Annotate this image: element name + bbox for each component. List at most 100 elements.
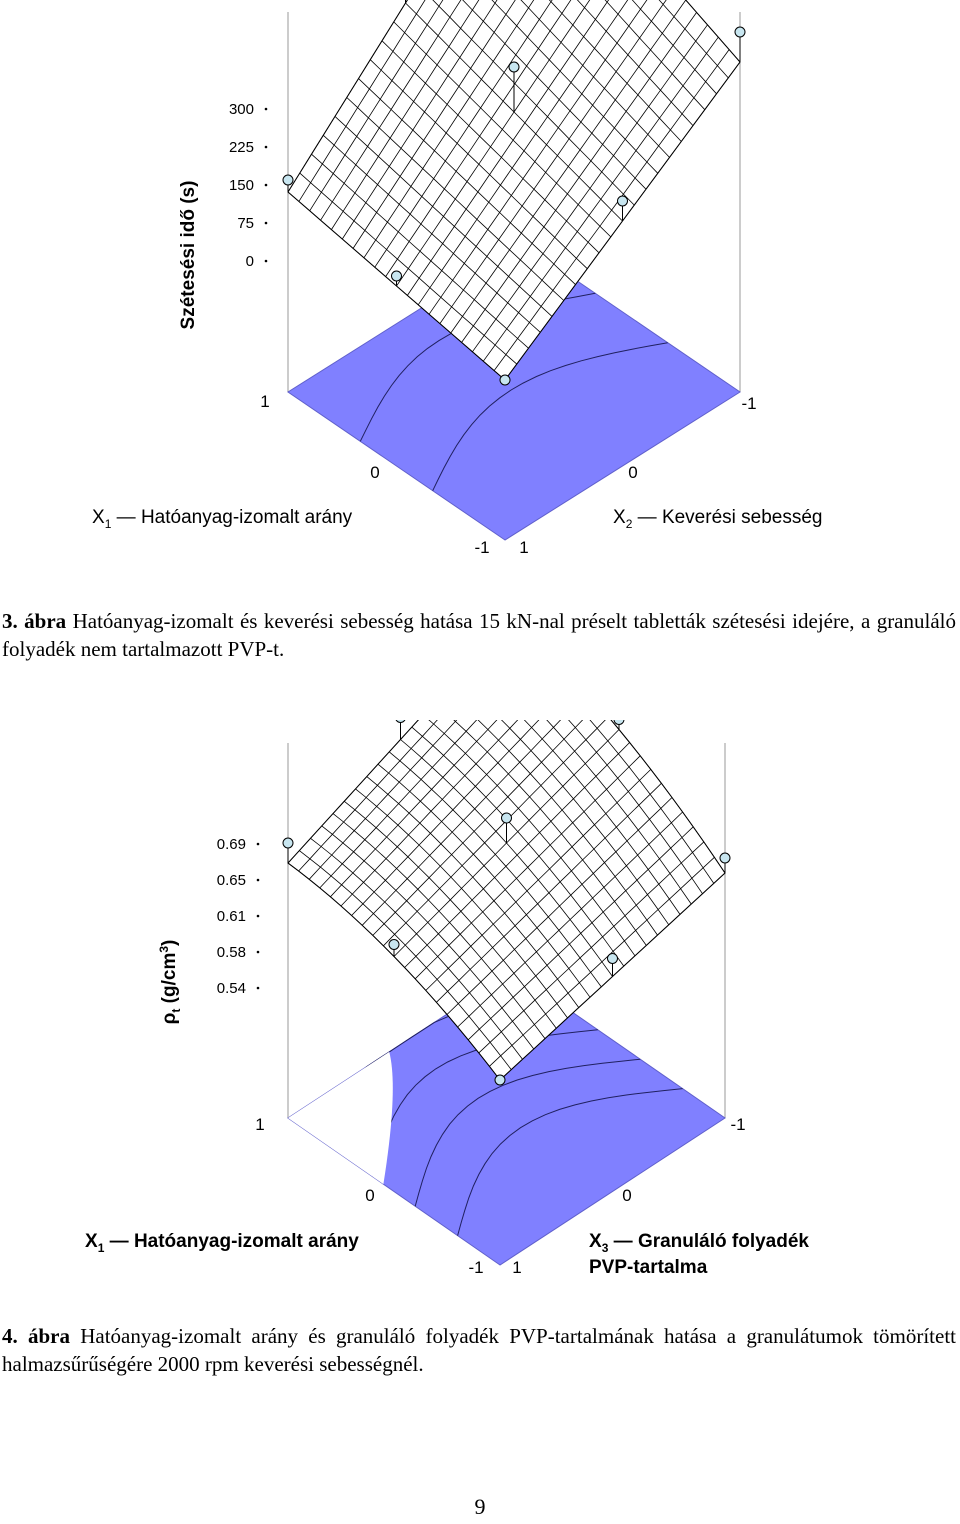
page-number: 9 [474, 1494, 486, 1519]
surface-grid-line [299, 172, 518, 365]
figure-4-z-axis-ticks: 0.69 0.65 0.61 0.58 0.54 [217, 836, 260, 997]
floor-white-region [288, 1051, 393, 1185]
z-axis-tick-label: 0.69 [217, 836, 246, 853]
figure-3-response-surface [287, 0, 741, 381]
floor-contour-line [432, 342, 668, 491]
surface-grid-line [520, 0, 670, 158]
design-point [282, 837, 294, 849]
design-point [282, 174, 294, 186]
floor-contour-line [414, 1058, 641, 1207]
figure-3-right-tick-1: 1 [519, 538, 528, 557]
design-point [613, 720, 625, 725]
figure-4-x3-axis-label-line2: PVP-tartalma [589, 1257, 708, 1278]
floor-contour-line [457, 1088, 683, 1236]
surface-grid-line [501, 720, 670, 926]
surface-grid-line [523, 720, 681, 915]
z-axis-tick-mark [256, 878, 260, 882]
z-axis-tick-mark [264, 145, 268, 149]
z-axis-tick-mark [256, 842, 260, 846]
z-axis-tick-mark [256, 914, 260, 918]
surface-grid-line [658, 0, 729, 79]
surface-grid-line [346, 97, 565, 301]
surface-grid-line [311, 153, 529, 349]
design-point [494, 1074, 506, 1086]
surface-grid-line [576, 0, 694, 126]
figure-4-left-tick-1: 1 [255, 1115, 264, 1134]
figure-3-x1-axis-label: X1 — Hatóanyag-izomalt arány [92, 507, 353, 531]
figure-4-z-axis-label: ρt (g/cm3) [157, 940, 183, 1025]
figure-3-caption: 3. ábra Hatóanyag-izomalt és keverési se… [2, 607, 956, 663]
z-axis-tick-label: 0 [246, 253, 254, 270]
figure-3-z-axis-label: Szétesési idő (s) [178, 181, 199, 330]
z-axis-tick-mark [264, 183, 268, 187]
surface-grid-line [370, 59, 588, 269]
surface-grid-line [631, 0, 717, 95]
surface-grid-line [432, 0, 635, 206]
figure-3-left-tick-m1: -1 [474, 538, 489, 557]
figure-3-right-tick-0: 0 [628, 463, 637, 482]
design-point [607, 953, 618, 964]
surface-grid-line [548, 0, 682, 142]
design-point [719, 852, 731, 864]
figure-4-left-tick-0: 0 [365, 1186, 374, 1205]
z-axis-tick-mark [264, 221, 268, 225]
surface-grid-line [546, 720, 692, 905]
design-point [734, 26, 746, 38]
surface-grid-line [428, 720, 636, 957]
figure-3-x2-axis-label: X2 — Keverési sebesség [613, 507, 822, 531]
figure-4-right-tick-0: 0 [622, 1186, 631, 1205]
figure-3-surface-plot: 300 225 150 75 0 Szétesési idő (s) 1 0 -1 -1… [92, 0, 822, 557]
surface-fill [287, 720, 726, 1081]
surface-grid-line [323, 135, 541, 333]
surface-grid-line [604, 0, 706, 110]
figure-4-caption-text: Hatóanyag-izomalt arány és granuláló fol… [2, 1324, 957, 1376]
surface-grid-line [344, 800, 557, 1029]
z-axis-tick-label: 0.54 [217, 980, 246, 997]
figure-3-left-tick-1: 1 [260, 392, 269, 411]
design-point [617, 195, 628, 207]
z-axis-tick-label: 75 [237, 215, 254, 232]
surface-grid-line [411, 726, 625, 967]
surface-grid-line [453, 720, 647, 946]
surface-grid-line [462, 0, 647, 190]
z-axis-tick-mark [264, 259, 268, 263]
figure-4-surface-plot: 0.69 0.65 0.61 0.58 0.54 ρt (g/cm3) 1 0 -1 -… [85, 720, 809, 1278]
figure-4-x3-axis-label: X3 — Granuláló folyadék [589, 1231, 809, 1255]
surface-grid-line [377, 763, 591, 998]
surface-grid-line [358, 78, 576, 285]
z-axis-tick-label: 0.58 [217, 944, 246, 961]
z-axis-tick-label: 0.65 [217, 872, 246, 889]
figure-4-caption-number: 4. ábra [2, 1324, 70, 1348]
surface-grid-line [393, 21, 612, 238]
z-axis-tick-mark [264, 107, 268, 111]
design-point [388, 939, 400, 950]
z-axis-tick-mark [256, 986, 260, 990]
z-axis-tick-label: 225 [229, 139, 254, 156]
figure-4-x1-axis-label: X1 — Hatóanyag-izomalt arány [85, 1231, 359, 1255]
figure-4-design-points [282, 720, 731, 1086]
surface-grid-line [310, 837, 523, 1060]
surface-grid-line [366, 776, 580, 1008]
z-axis-tick-label: 150 [229, 177, 254, 194]
z-axis-tick-mark [256, 950, 260, 954]
figure-3-design-points [282, 0, 746, 386]
surface-grid-line [299, 850, 512, 1070]
figure-4-response-surface [287, 720, 726, 1081]
surface-grid-line [355, 788, 568, 1019]
surface-grid-line [334, 116, 553, 317]
figure-4-left-tick-m1: -1 [468, 1258, 483, 1277]
surface-grid-line [477, 720, 658, 936]
figure-3-right-tick-m1: -1 [741, 394, 756, 413]
design-point [391, 270, 402, 282]
figure-4-right-tick-m1: -1 [730, 1115, 745, 1134]
surface-grid-line [389, 751, 602, 988]
design-point [395, 720, 406, 723]
surface-grid-line [332, 813, 546, 1039]
figure-4-right-tick-1: 1 [512, 1258, 521, 1277]
z-axis-tick-label: 0.61 [217, 908, 246, 925]
surface-grid-line [685, 0, 741, 63]
figure-3-caption-text: Hatóanyag-izomalt és keverési sebesség h… [2, 609, 956, 661]
surface-grid-line [491, 0, 659, 174]
z-axis-tick-label: 300 [229, 101, 254, 118]
